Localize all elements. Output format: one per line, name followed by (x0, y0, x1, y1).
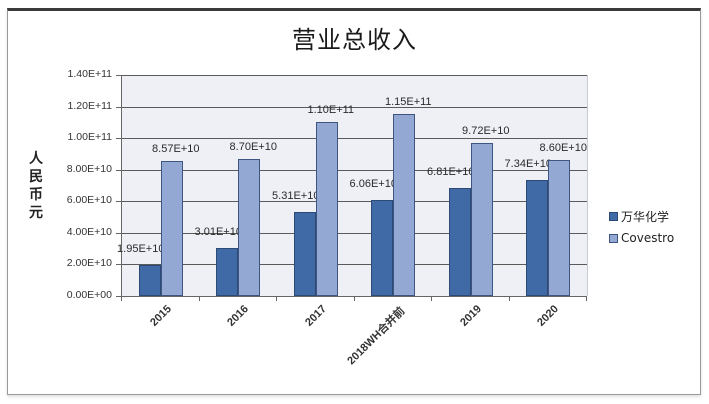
gridline (122, 106, 587, 108)
legend-item-wanhua: 万华化学 (609, 205, 674, 227)
x-tick (121, 296, 122, 301)
y-axis-title-char: 民 (29, 169, 43, 185)
data-label: 8.60E+10 (539, 142, 587, 155)
legend-item-covestro: Covestro (609, 227, 674, 249)
y-tick-label: 0.00E+00 (66, 289, 112, 301)
y-axis-title-char: 元 (29, 205, 43, 221)
gridline (122, 169, 587, 171)
gridline (122, 264, 587, 266)
x-tick (586, 296, 587, 301)
data-label: 1.95E+10 (117, 243, 165, 256)
bar-covestro (238, 158, 261, 296)
data-label: 5.31E+10 (272, 190, 320, 203)
bar-covestro (548, 160, 571, 296)
data-label: 1.10E+11 (307, 104, 355, 117)
bar-covestro (393, 114, 416, 296)
y-axis-title: 人 民 币 元 (28, 150, 44, 222)
plot-area (122, 75, 588, 296)
legend-label: Covestro (621, 231, 675, 245)
gridline (122, 201, 587, 203)
y-tick (116, 201, 122, 203)
bar-covestro (160, 160, 183, 296)
bar-wanhua (216, 248, 239, 296)
legend-swatch-covestro (609, 233, 618, 243)
x-tick (198, 296, 200, 301)
y-tick-label: 1.00E+11 (67, 131, 112, 144)
data-label: 6.06E+10 (349, 178, 397, 191)
gridline (122, 138, 587, 140)
y-tick (116, 169, 122, 171)
y-tick-label: 1.40E+11 (67, 68, 112, 80)
data-label: 6.81E+10 (427, 166, 475, 179)
bar-wanhua (293, 212, 316, 296)
chart-title: 营业总收入 (292, 26, 417, 54)
y-tick (116, 106, 122, 108)
y-tick-label: 4.00E+10 (66, 225, 112, 238)
bar-wanhua (448, 188, 471, 296)
y-tick-label: 1.20E+11 (67, 99, 112, 112)
legend: 万华化学 Covestro (609, 205, 674, 249)
y-tick (116, 138, 122, 140)
bar-wanhua (371, 200, 394, 296)
y-tick (116, 75, 122, 76)
bar-covestro (315, 122, 338, 296)
y-tick-label: 8.00E+10 (66, 162, 112, 175)
y-axis-title-char: 币 (29, 187, 43, 203)
data-label: 3.01E+10 (194, 226, 242, 239)
data-label: 8.57E+10 (152, 142, 200, 155)
gridline (122, 75, 587, 76)
legend-swatch-wanhua (609, 211, 618, 221)
data-label: 1.15E+11 (384, 96, 432, 109)
x-tick (508, 296, 510, 301)
bar-wanhua (526, 180, 549, 296)
legend-label: 万华化学 (621, 209, 670, 224)
y-tick (116, 232, 122, 234)
bar-covestro (470, 142, 493, 296)
data-label: 7.34E+10 (504, 158, 552, 171)
y-axis-title-char: 人 (29, 151, 43, 167)
gridline (122, 232, 587, 234)
x-tick (431, 296, 432, 301)
y-tick (116, 264, 122, 266)
y-axis (121, 75, 122, 297)
y-tick-label: 2.00E+10 (66, 257, 112, 270)
data-label: 9.72E+10 (462, 124, 510, 137)
x-tick (353, 296, 355, 301)
y-tick-label: 6.00E+10 (66, 194, 112, 207)
x-tick (276, 296, 277, 301)
y-tick (116, 296, 122, 297)
data-label: 8.70E+10 (229, 140, 277, 153)
bar-wanhua (138, 265, 161, 296)
